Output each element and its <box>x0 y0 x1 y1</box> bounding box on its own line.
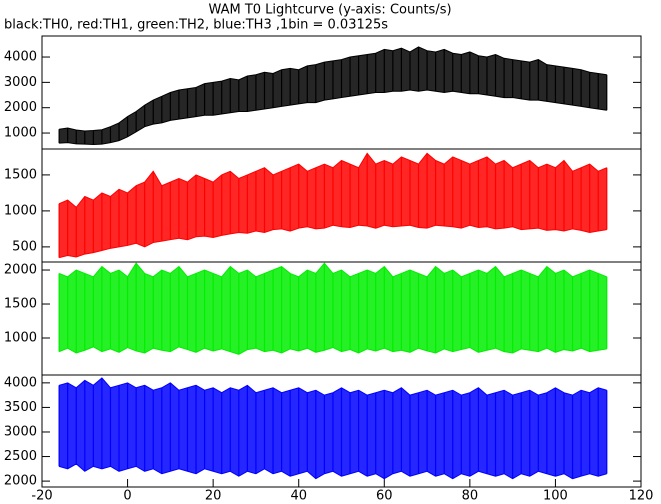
x-tick-label: 20 <box>205 489 222 504</box>
x-tick-label: 80 <box>462 489 479 504</box>
y-tick-label: 3000 <box>4 75 37 90</box>
envelope-line <box>59 46 607 132</box>
x-tick-label: 100 <box>543 489 568 504</box>
y-tick-label: 1500 <box>4 167 37 182</box>
y-tick-label: 3500 <box>4 400 37 415</box>
x-tick-label: 40 <box>290 489 307 504</box>
y-tick-label: 2000 <box>4 100 37 115</box>
envelope-line <box>58 377 607 396</box>
y-tick-label: 1000 <box>4 331 37 346</box>
x-tick-label: 120 <box>629 489 654 504</box>
y-tick-label: 1500 <box>4 297 37 312</box>
y-tick-label: 2000 <box>4 474 37 489</box>
y-tick-label: 500 <box>12 239 37 254</box>
y-tick-label: 1000 <box>4 126 37 141</box>
envelope-line <box>58 463 607 480</box>
x-tick-label: -20 <box>31 489 52 504</box>
envelope-line <box>59 89 607 145</box>
y-tick-label: 1000 <box>4 203 37 218</box>
x-tick-label: 60 <box>376 489 393 504</box>
chart-subtitle: black:TH0, red:TH1, green:TH2, blue:TH3 … <box>4 18 388 33</box>
y-tick-label: 4000 <box>4 375 37 390</box>
envelope-line <box>58 152 607 209</box>
chart-title: WAM T0 Lightcurve (y-axis: Counts/s) <box>208 3 451 18</box>
x-tick-label: 0 <box>123 489 131 504</box>
panel-frame <box>41 374 642 488</box>
envelope-line <box>58 262 607 278</box>
envelope-line <box>58 224 607 259</box>
y-tick-label: 3000 <box>4 424 37 439</box>
y-tick-label: 2500 <box>4 449 37 464</box>
envelope-line <box>58 346 607 355</box>
y-tick-label: 2000 <box>4 263 37 278</box>
y-tick-label: 4000 <box>4 50 37 65</box>
